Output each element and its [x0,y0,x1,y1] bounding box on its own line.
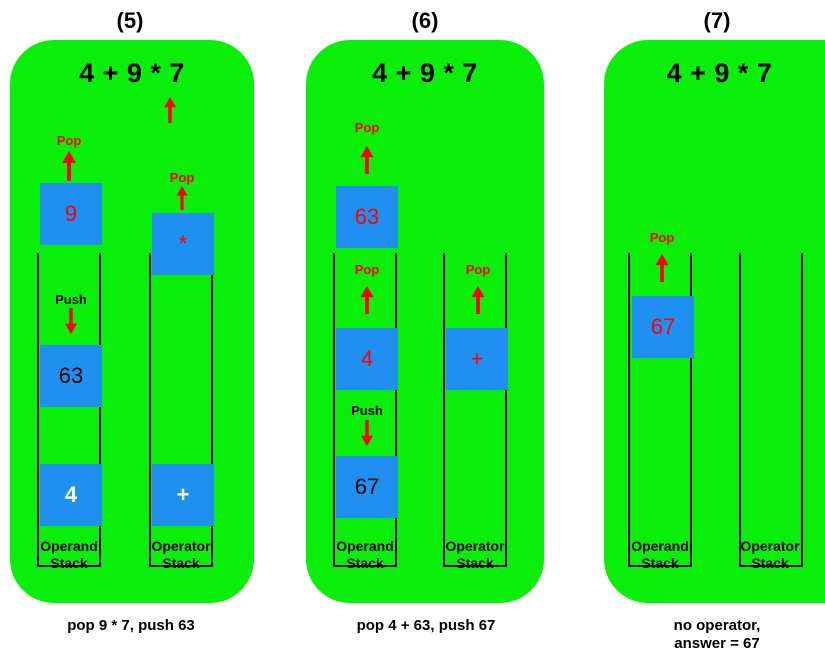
step-5-title: (5) [116,8,144,33]
operator-stack [739,253,803,567]
popped-operator-block: * [152,213,214,275]
step-6-title: (6) [411,8,439,33]
pop-arrow-icon [471,286,485,314]
push-label: Push [55,292,87,307]
step-7-caption: no operator, answer = 67 [597,617,825,653]
operand-stack-label: Operand Stack [40,538,98,571]
pop-label: Pop [56,133,82,148]
bottom-operator-block: + [152,464,214,526]
step-6-caption: pop 4 + 63, push 67 [356,617,496,634]
bottom-operand-block: 4 [40,464,102,526]
step-6-panel: 4 + 9 * 7 Pop 63 Pop 4 Pop + Push 67 Ope… [306,40,544,603]
operand-stack [333,253,397,567]
operand-stack-label: Operand Stack [336,538,394,571]
pop-label: Pop [465,262,491,277]
popped-answer-block: 67 [632,296,694,358]
expression: 4 + 9 * 7 [79,58,185,88]
operator-stack [443,253,507,567]
expression: 4 + 9 * 7 [666,58,773,88]
operator-stack [149,253,213,567]
pop-label: Pop [354,262,380,277]
operand-stack [37,253,101,567]
popped-result-block: 63 [336,186,398,248]
pop-label: Pop [649,230,675,245]
push-label: Push [351,403,383,418]
step-5-caption: pop 9 * 7, push 63 [67,617,195,634]
step-7-panel: 4 + 9 * 7 Pop 67 Operand Stack Operator St… [604,40,825,603]
push-arrow-icon [64,308,78,334]
pop-arrow-icon [655,254,669,282]
up-arrow-icon [163,97,177,123]
popped-operand-block: 4 [336,328,398,390]
pop-label: Pop [354,120,380,135]
pushed-result-block: 67 [336,456,398,518]
pop-label: Pop [169,170,195,185]
popped-operand-block: 9 [40,183,102,245]
popped-operator-block: + [446,328,508,390]
push-arrow-icon [360,420,374,446]
operand-stack [628,253,692,567]
operand-stack-label: Operand Stack [631,538,689,571]
expression: 4 + 9 * 7 [372,58,478,88]
pop-arrow-icon [360,146,374,174]
pop-arrow-icon [360,286,374,314]
pop-arrow-icon [62,151,76,181]
caption-line-1: no operator, [673,617,761,634]
pop-arrow-icon [175,186,189,210]
operator-stack-label: Operator Stack [740,538,800,571]
caption-line-2: answer = 67 [674,635,760,652]
operator-stack-label: Operator Stack [151,538,211,571]
step-7-title: (7) [703,8,731,33]
pushed-result-block: 63 [40,345,102,407]
operator-stack-label: Operator Stack [445,538,505,571]
step-5-panel: 4 + 9 * 7 Pop 9 Pop * Push 63 4 + Operan… [10,40,254,603]
